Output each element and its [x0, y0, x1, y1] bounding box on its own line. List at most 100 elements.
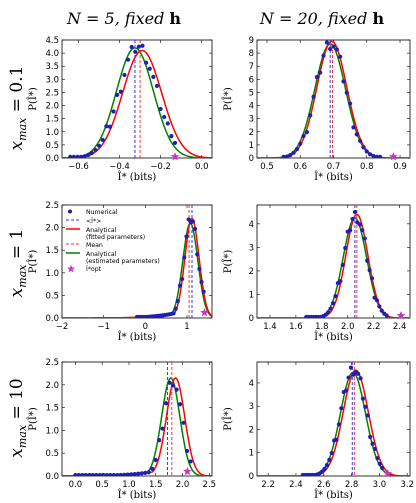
data-point: [129, 472, 134, 476]
data-point: [281, 154, 286, 158]
x-tick-label: 1.8: [315, 322, 329, 332]
x-tick-label: −0.2: [150, 162, 171, 172]
data-point: [364, 149, 369, 154]
data-point: [298, 141, 303, 146]
data-point: [186, 217, 191, 222]
data-point: [339, 406, 344, 411]
x-axis-label: Î* (bits): [118, 171, 157, 183]
data-point: [111, 472, 116, 476]
plot-area: [257, 205, 410, 318]
data-point: [374, 298, 380, 303]
data-point: [336, 422, 342, 427]
data-point: [90, 472, 95, 476]
chart-panel-5: 0 1 2 3 4 2.2 2.4 2.6 2.8 3.0 3.2 Î* (bits) P(Î*): [222, 361, 414, 501]
data-point: [146, 470, 151, 475]
legend-marker-numerical: [68, 209, 72, 214]
x-tick-label: 2.5: [203, 480, 217, 490]
data-point: [83, 472, 88, 476]
data-point: [363, 404, 368, 409]
data-point: [173, 306, 178, 311]
data-point: [125, 472, 130, 476]
row-title-xmax-1: xmax = 1: [7, 229, 29, 298]
y-tick-label: 8: [249, 49, 254, 59]
data-point: [371, 153, 376, 158]
series-analytical-estimated: [257, 371, 410, 476]
x-tick-label: −0.6: [68, 162, 89, 172]
data-point: [304, 130, 309, 135]
y-tick-label: 3.0: [45, 75, 59, 85]
y-tick-label: 2: [249, 267, 254, 277]
legend-label: Mean: [86, 242, 103, 249]
data-point: [291, 150, 296, 155]
x-tick-label: 0.0: [195, 162, 209, 172]
y-tick-label: 0.0: [45, 314, 59, 324]
data-point: [201, 289, 206, 294]
data-point: [358, 376, 363, 381]
data-point: [157, 438, 162, 443]
x-tick-label: 2.8: [345, 480, 359, 490]
x-tick-label: 0.5: [260, 162, 274, 172]
data-point: [360, 396, 366, 401]
data-point: [177, 283, 183, 288]
x-tick-label: 0.8: [360, 162, 374, 172]
x-tick-label: 1.6: [289, 322, 303, 332]
y-tick-label: 7: [249, 62, 254, 72]
data-point: [174, 387, 179, 392]
legend-label: (estimated parameters): [86, 258, 160, 265]
data-point: [73, 472, 78, 476]
data-point: [86, 152, 91, 158]
data-point: [132, 471, 137, 476]
x-tick-label: 1.4: [263, 322, 277, 332]
chart-panel-3: 0 1 2 3 4 1.4 1.6 1.8 2.0 2.2 2.4 Î* (bits) P(Î*): [222, 204, 411, 343]
data-point: [348, 101, 353, 106]
data-point: [362, 236, 367, 241]
opt-star: [200, 307, 209, 317]
opt-star: [182, 466, 192, 476]
data-point: [377, 461, 382, 466]
data-point: [118, 472, 123, 476]
data-point: [341, 79, 346, 84]
data-point: [314, 75, 319, 80]
row-title-xmax-10: xmax = 10: [7, 378, 29, 457]
x-tick-label: 1.0: [122, 480, 136, 490]
data-point: [334, 47, 339, 52]
data-point: [311, 94, 316, 99]
data-point: [115, 472, 120, 476]
plot-frame: [256, 204, 411, 319]
data-point: [328, 306, 333, 311]
legend-label: Numerical: [86, 209, 118, 216]
y-tick-label: 2: [249, 425, 254, 435]
y-tick-label: 1: [249, 141, 254, 151]
legend-label: <Î*>: [86, 216, 101, 225]
series-analytical-fitted: [62, 49, 212, 158]
data-point: [129, 44, 134, 50]
y-tick-label: 1.5: [45, 404, 59, 414]
x-tick-label: 0.5: [95, 480, 109, 490]
data-point: [361, 145, 366, 150]
data-point: [172, 140, 178, 146]
data-point: [107, 124, 113, 129]
plot-area: [62, 362, 212, 476]
y-tick-label: 3: [249, 243, 254, 253]
data-point: [195, 252, 200, 257]
data-point: [108, 472, 113, 476]
data-point: [372, 446, 378, 452]
data-point: [150, 466, 155, 471]
data-point: [125, 57, 131, 62]
data-point: [154, 83, 160, 89]
data-point: [360, 228, 365, 233]
data-point: [338, 279, 343, 284]
data-point: [133, 49, 138, 54]
chart-panel-0: 0.0 0.5 1.0 1.5 2.0 2.5 3.0 3.5 4.0 4.5 −0.6 −0.4 −0…: [27, 36, 213, 183]
data-point: [365, 413, 370, 418]
x-tick-label: 0.0: [69, 480, 83, 490]
data-point: [330, 301, 336, 306]
data-point: [367, 152, 373, 157]
y-tick-label: 0.5: [45, 449, 59, 459]
y-tick-label: 4.5: [45, 36, 59, 46]
data-point: [344, 90, 349, 95]
y-tick-label: 3: [249, 402, 254, 412]
data-point: [175, 298, 180, 304]
data-point: [333, 293, 338, 299]
y-tick-label: 2.0: [45, 381, 59, 391]
